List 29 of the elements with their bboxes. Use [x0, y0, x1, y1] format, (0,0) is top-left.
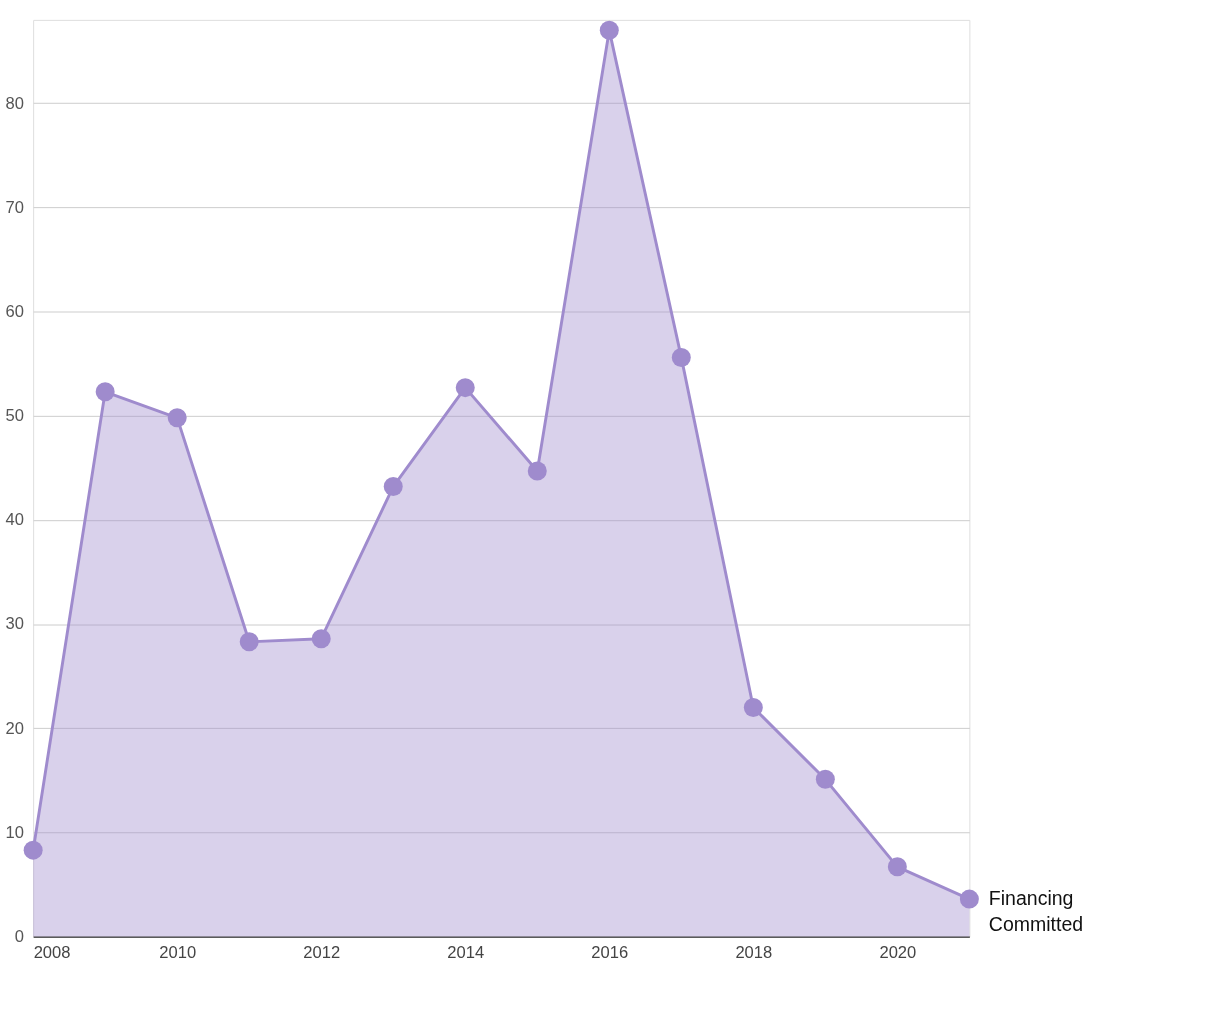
y-tick-label: 40 [5, 510, 24, 530]
point [455, 378, 475, 398]
point [671, 347, 691, 367]
y-tick-label: 80 [5, 93, 24, 113]
series-label: Financing Committed [988, 886, 1084, 936]
point [815, 769, 835, 789]
x-tick-label: 2008 [33, 942, 71, 962]
y-tick-label: 30 [5, 614, 24, 634]
x-tick-label: 2020 [879, 942, 917, 962]
point [95, 382, 115, 402]
point [527, 461, 547, 481]
y-tick-label: 10 [5, 822, 24, 842]
x-tick-label: 2016 [591, 942, 629, 962]
y-tick-label: 50 [5, 406, 24, 426]
y-tick-label: 0 [14, 926, 24, 946]
x-tick-label: 2014 [447, 942, 485, 962]
point [743, 697, 763, 717]
point [383, 477, 403, 497]
point [311, 629, 331, 649]
y-tick-label: 60 [5, 301, 24, 321]
point [167, 408, 187, 428]
x-tick-label: 2012 [303, 942, 341, 962]
point [599, 20, 619, 40]
y-tick-label: 20 [5, 718, 24, 738]
point [887, 857, 907, 877]
y-tick-label: 70 [5, 197, 24, 217]
x-tick-label: 2010 [159, 942, 197, 962]
x-tick-label: 2018 [735, 942, 773, 962]
point [23, 840, 43, 860]
